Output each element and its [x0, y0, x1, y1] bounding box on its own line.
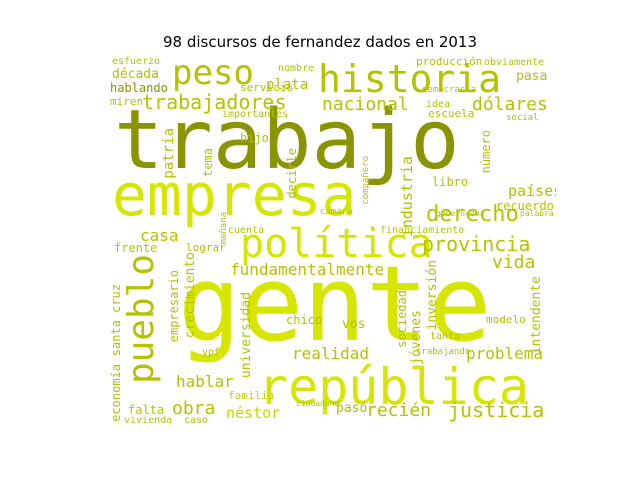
word-santa-cruz: santa cruz	[110, 284, 123, 357]
word-democracia: democracia	[422, 85, 477, 95]
word-importantes: importantes	[222, 109, 289, 120]
word-historia: historia	[318, 57, 502, 101]
word-patria: patria	[161, 128, 177, 179]
word-derecho: derecho	[426, 202, 519, 227]
word-intendente: intendente	[529, 276, 544, 355]
word-pasa: pasa	[516, 69, 548, 84]
word-cloud: gente trabajo empresa república política…	[110, 56, 556, 427]
word-peso: peso	[172, 56, 254, 93]
word-recuerdo: recuerdo	[496, 199, 554, 213]
word-companero: compañero	[361, 156, 371, 205]
word-decirle: decirle	[285, 148, 299, 199]
word-decada: década	[112, 67, 159, 82]
word-ciudadano: ciudadano	[296, 399, 340, 408]
word-justicia: justicia	[448, 398, 545, 422]
word-trabajadores: trabajadores	[142, 90, 287, 114]
word-dolares: dólares	[472, 94, 548, 115]
word-ypf: ypf	[202, 347, 221, 358]
word-numero: número	[479, 130, 493, 174]
word-vivienda: vivienda	[124, 415, 173, 426]
word-hablar: hablar	[176, 372, 234, 391]
word-politica: política	[240, 221, 433, 267]
word-frente: frente	[114, 241, 158, 255]
word-trabajo: trabajo	[114, 93, 460, 188]
word-miren: miren	[110, 95, 144, 108]
word-social: social	[506, 113, 539, 123]
word-modelo: modelo	[486, 313, 526, 326]
word-cuenta: cuenta	[228, 225, 265, 236]
word-hijo: hijo	[240, 131, 269, 145]
word-obviamente: obviamente	[484, 57, 545, 68]
word-republica: república	[258, 358, 529, 416]
word-tanta: tanta	[430, 331, 461, 342]
word-plata: plata	[266, 77, 309, 93]
word-idea: idea	[426, 99, 451, 110]
word-recien: recién	[366, 400, 432, 421]
word-pueblo: pueblo	[121, 254, 162, 385]
word-chico: chico	[286, 313, 323, 327]
word-gente: gente	[178, 243, 492, 365]
word-empresario: empresario	[167, 270, 181, 343]
word-paises: países	[508, 182, 556, 200]
word-obra: obra	[172, 398, 216, 419]
word-escuela: escuela	[428, 107, 475, 120]
word-servicio: servicio	[240, 81, 293, 94]
word-casa: casa	[140, 226, 179, 245]
word-caso: caso	[184, 415, 209, 426]
word-realidad: realidad	[292, 344, 370, 363]
word-provincia: provincia	[422, 232, 531, 256]
word-sociedad: sociedad	[395, 290, 409, 348]
word-crecimiento: crecimiento	[183, 252, 198, 339]
word-financiamiento: financiamiento	[380, 225, 465, 236]
word-inversion: inversión	[425, 260, 440, 331]
word-empresa: empresa	[112, 161, 357, 229]
word-vos: vos	[342, 317, 366, 332]
word-lograr: lograr	[186, 241, 226, 254]
word-libro: libro	[432, 175, 469, 189]
word-esfuerzo: esfuerzo	[112, 56, 161, 67]
word-palabra: palabra	[520, 209, 554, 218]
chart-title: 98 discursos de fernandez dados en 2013	[162, 33, 478, 51]
word-camara: cámara	[320, 207, 353, 217]
word-falta: falta	[128, 403, 165, 417]
word-familia: familia	[228, 389, 275, 402]
word-economia: economía	[110, 364, 123, 422]
word-universidad: universidad	[239, 292, 254, 379]
word-produccion: producción	[416, 56, 483, 68]
word-nestor: néstor	[226, 404, 281, 422]
word-paso: pasó	[336, 401, 368, 416]
word-tema: tema	[201, 148, 215, 177]
word-vida: vida	[492, 252, 536, 273]
word-trabajando: trabajando	[416, 347, 471, 357]
word-hablando: hablando	[110, 81, 168, 95]
word-manana: mañana	[219, 212, 229, 245]
word-nombre: nombre	[278, 63, 315, 74]
word-nacional: nacional	[322, 94, 409, 115]
word-problema: problema	[466, 344, 544, 363]
word-gobernador: gobernador	[436, 209, 485, 218]
word-fundamentalmente: fundamentalmente	[230, 260, 385, 279]
